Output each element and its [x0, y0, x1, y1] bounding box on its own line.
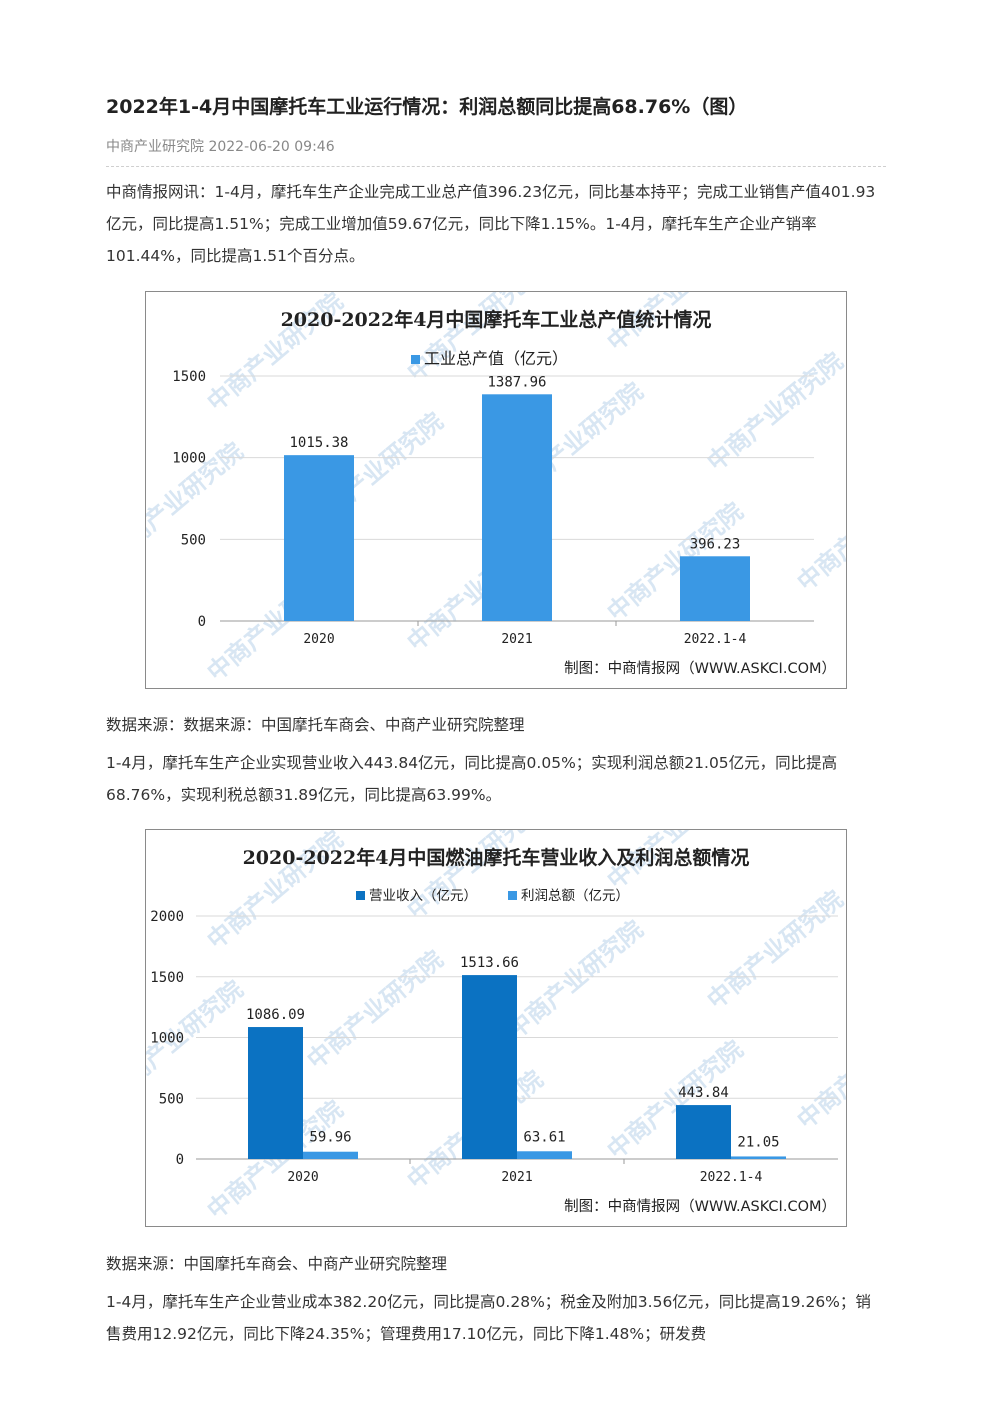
bar-data-label: 1086.09: [246, 1007, 305, 1023]
y-tick-label: 1000: [150, 1031, 184, 1047]
bar: [680, 556, 750, 621]
meta-divider: [106, 166, 886, 167]
paragraph-3: 1-4月，摩托车生产企业营业成本382.20亿元，同比提高0.28%；税金及附加…: [106, 1293, 871, 1343]
legend-swatch: [411, 355, 420, 364]
bar-data-label: 443.84: [678, 1085, 729, 1101]
bar: [676, 1105, 731, 1159]
x-tick-label: 2021: [501, 1170, 532, 1185]
x-tick-label: 2020: [303, 632, 334, 647]
source-note-1: 数据来源：数据来源：中国摩托车商会、中商产业研究院整理: [106, 716, 525, 734]
bar: [303, 1151, 358, 1159]
article-title: 2022年1-4月中国摩托车工业运行情况：利润总额同比提高68.76%（图）: [106, 96, 748, 118]
legend-swatch: [356, 891, 365, 900]
watermark-text: 中商产业研究院: [502, 915, 649, 1044]
legend-label: 工业总产值（亿元）: [424, 349, 568, 368]
y-tick-label: 0: [198, 614, 206, 630]
bar: [284, 455, 354, 621]
source-note-2: 数据来源：中国摩托车商会、中商产业研究院整理: [106, 1255, 448, 1273]
watermark-text: 中商产业研究院: [792, 467, 846, 596]
y-tick-label: 1500: [150, 970, 184, 986]
watermark-text: 中商产业研究院: [302, 945, 449, 1074]
bar-data-label: 1015.38: [289, 435, 348, 451]
bar-data-label: 59.96: [309, 1130, 351, 1146]
chart-title: 2020-2022年4月中国燃油摩托车营业收入及利润总额情况: [243, 846, 750, 869]
bar: [482, 394, 552, 621]
bar-data-label: 396.23: [690, 536, 741, 552]
x-tick-label: 2022.1-4: [684, 632, 747, 647]
bar-data-label: 1513.66: [460, 955, 519, 971]
chart-title: 2020-2022年4月中国摩托车工业总产值统计情况: [281, 308, 712, 331]
x-tick-label: 2021: [501, 632, 532, 647]
chart-revenue-profit: 中商产业研究院 中商产业研究院 中商产业研究院 中商产业研究院 中商产业研究院 中商产业研…: [145, 829, 847, 1227]
legend-label: 利润总额（亿元）: [521, 888, 629, 904]
y-tick-label: 500: [159, 1091, 184, 1107]
legend-label: 营业收入（亿元）: [369, 888, 477, 904]
paragraph-2: 1-4月，摩托车生产企业实现营业收入443.84亿元，同比提高0.05%；实现利…: [106, 754, 838, 804]
article-meta: 中商产业研究院 2022-06-20 09:46: [106, 139, 335, 155]
watermark-text: 中商产业研究院: [792, 1005, 846, 1134]
y-tick-label: 0: [176, 1152, 184, 1168]
watermark-text: 中商产业研究院: [402, 830, 549, 925]
bar-data-label: 1387.96: [487, 374, 546, 390]
y-tick-label: 1000: [172, 451, 206, 467]
bar-data-label: 63.61: [523, 1129, 565, 1145]
watermark-text: 中商产业研究院: [402, 292, 549, 387]
bar: [248, 1027, 303, 1159]
chart-industrial-output: 中商产业研究院 中商产业研究院 中商产业研究院 中商产业研究院 中商产业研究院 中商产业研…: [145, 291, 847, 689]
chart-credit: 制图：中商情报网（WWW.ASKCI.COM）: [564, 660, 836, 677]
watermark-text: 中商产业研究院: [702, 885, 846, 1014]
y-tick-label: 500: [181, 532, 206, 548]
x-tick-label: 2022.1-4: [700, 1170, 763, 1185]
bar: [731, 1156, 786, 1159]
y-tick-label: 1500: [172, 369, 206, 385]
bar: [462, 975, 517, 1159]
bar: [517, 1151, 572, 1159]
legend-swatch: [508, 891, 517, 900]
paragraph-1: 中商情报网讯：1-4月，摩托车生产企业完成工业总产值396.23亿元，同比基本持…: [106, 183, 876, 265]
y-tick-label: 2000: [150, 909, 184, 925]
x-tick-label: 2020: [287, 1170, 318, 1185]
bar-data-label: 21.05: [737, 1134, 779, 1150]
chart-credit: 制图：中商情报网（WWW.ASKCI.COM）: [564, 1198, 836, 1215]
